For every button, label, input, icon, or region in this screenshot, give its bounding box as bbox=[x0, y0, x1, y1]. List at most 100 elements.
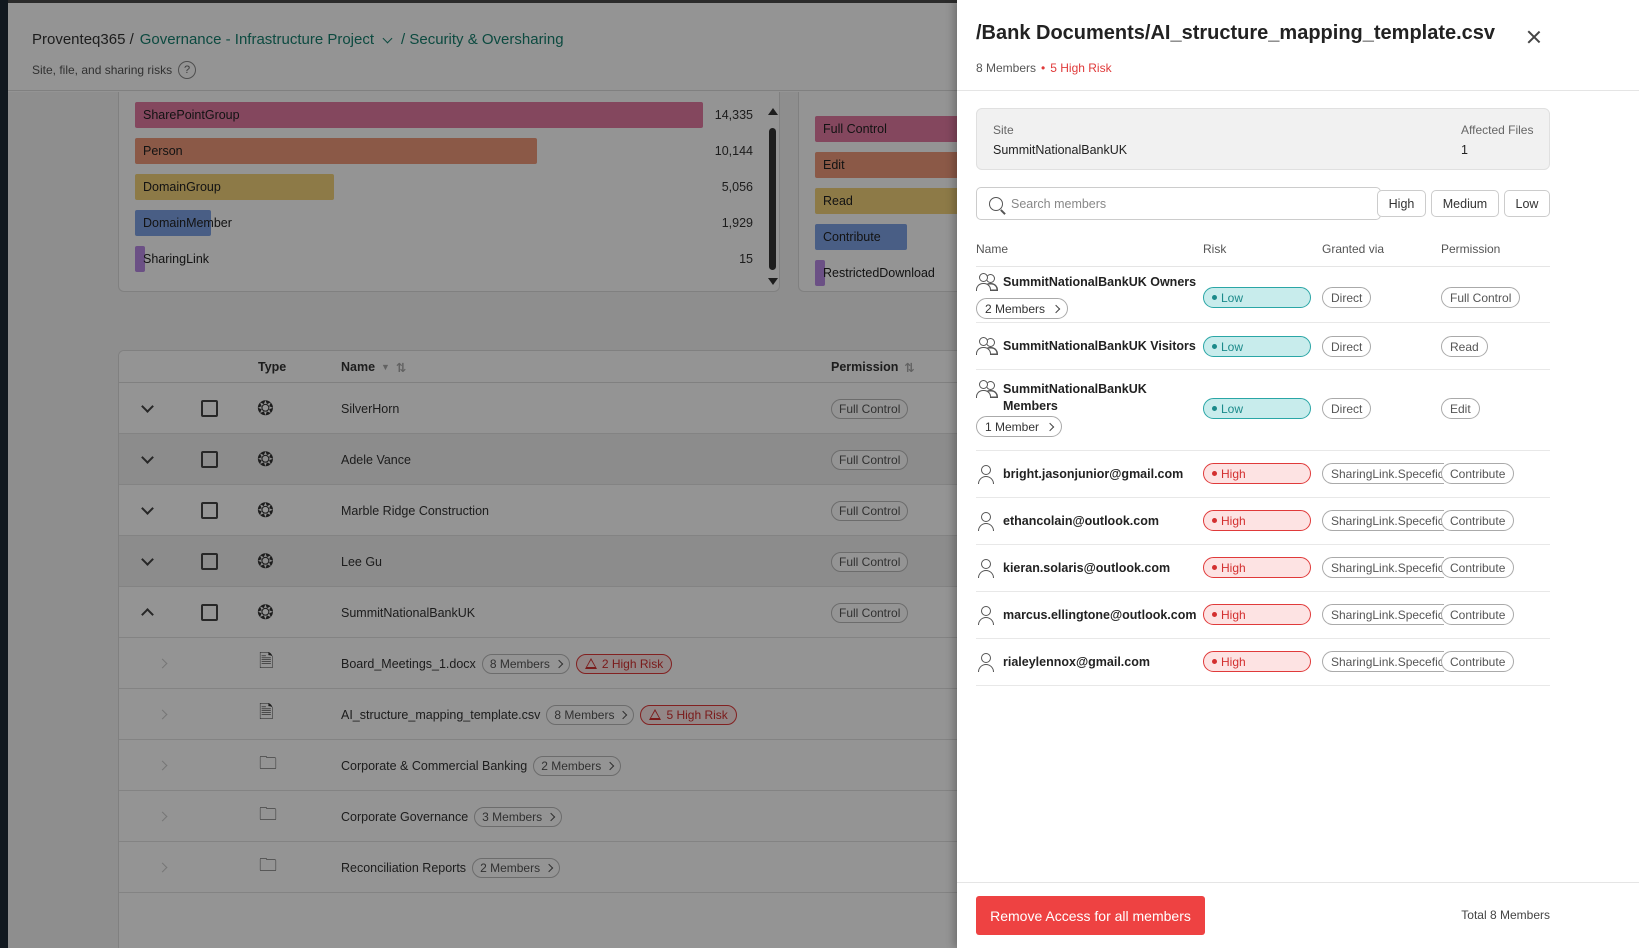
search-box[interactable] bbox=[976, 187, 1381, 220]
chart-bar-row: RestrictedDownload bbox=[815, 260, 935, 286]
chart-bar-label: Read bbox=[823, 194, 853, 208]
warning-icon bbox=[649, 709, 662, 720]
table-row[interactable]: 🗎 AI_structure_mapping_template.csv 8 Memb… bbox=[119, 689, 1017, 740]
table-row[interactable]: ❂ Adele Vance Full Control bbox=[119, 434, 1017, 485]
table-row[interactable]: ❂ Lee Gu Full Control bbox=[119, 536, 1017, 587]
breadcrumb-root[interactable]: Proventeq365 / bbox=[32, 31, 134, 48]
table-row[interactable]: 🗎 Board_Meetings_1.docx 8 Members 2 High Ri… bbox=[119, 638, 1017, 689]
chevron-right-icon bbox=[1045, 422, 1055, 431]
type-cell: 🗀 bbox=[259, 791, 277, 842]
permission-badge: Edit bbox=[1441, 398, 1480, 419]
sharepoint-icon: ❂ bbox=[257, 500, 274, 522]
permission-badge: Full Control bbox=[831, 551, 909, 572]
search-input[interactable] bbox=[1011, 196, 1351, 211]
table-row[interactable]: ❂ SummitNationalBankUK Full Control bbox=[119, 587, 1017, 638]
members-pill[interactable]: 8 Members bbox=[481, 653, 570, 674]
file-icon: 🗎 bbox=[259, 701, 274, 722]
member-row[interactable]: kieran.solaris@outlook.com High SharingLin… bbox=[976, 545, 1550, 592]
scroll-down-icon[interactable] bbox=[768, 278, 778, 285]
col-permission-label: Permission bbox=[831, 360, 899, 374]
risk-badge: High bbox=[1203, 651, 1311, 672]
filter-medium-button[interactable]: Medium bbox=[1431, 190, 1499, 217]
row-checkbox[interactable] bbox=[201, 502, 218, 519]
risk-pill[interactable]: 2 High Risk bbox=[575, 653, 673, 674]
table-row[interactable]: 🗀 Corporate & Commercial Banking 2 Members bbox=[119, 740, 1017, 791]
breadcrumb-project[interactable]: Governance - Infrastructure Project bbox=[139, 31, 375, 48]
search-icon bbox=[989, 196, 1003, 211]
permission-badge: Full Control bbox=[831, 602, 909, 623]
chart-bar[interactable]: Person bbox=[135, 138, 537, 164]
row-checkbox[interactable] bbox=[201, 400, 218, 417]
site-info-box: Site SummitNationalBankUK Affected Files… bbox=[976, 108, 1550, 170]
permission-badge: Contribute bbox=[1441, 510, 1515, 531]
checkbox-cell[interactable] bbox=[201, 434, 218, 485]
col-permission-header[interactable]: Permission bbox=[1441, 242, 1501, 256]
name-cell: Reconciliation Reports 2 Members bbox=[341, 842, 561, 893]
risk-badge: Low bbox=[1203, 398, 1311, 419]
checkbox-cell[interactable] bbox=[201, 587, 218, 638]
close-icon[interactable] bbox=[1522, 26, 1546, 50]
member-row[interactable]: rialeylennox@gmail.com High SharingLink.Sp… bbox=[976, 639, 1550, 686]
member-row[interactable]: SummitNationalBankUK Visitors Low Direct Re… bbox=[976, 323, 1550, 370]
member-row[interactable]: ethancolain@outlook.com High SharingLink.S… bbox=[976, 498, 1550, 545]
col-name-header[interactable]: Name ▼ ⇅ bbox=[341, 351, 406, 383]
subtitle-text: Site, file, and sharing risks bbox=[32, 63, 173, 77]
risk-badge: High bbox=[1203, 557, 1311, 578]
members-pill[interactable]: 2 Members bbox=[472, 857, 561, 878]
members-pill[interactable]: 2 Members bbox=[533, 755, 622, 776]
row-checkbox[interactable] bbox=[201, 553, 218, 570]
permission-cell: Full Control bbox=[831, 434, 909, 485]
members-pill[interactable]: 3 Members bbox=[474, 806, 563, 827]
page-subtitle: Site, file, and sharing risks ? bbox=[32, 61, 197, 79]
chart-bar[interactable]: Contribute bbox=[815, 224, 907, 250]
high-risk-count: 5 High Risk bbox=[1050, 61, 1112, 75]
checkbox-cell[interactable] bbox=[201, 536, 218, 587]
chart-bar[interactable]: SharingLink bbox=[135, 246, 209, 272]
filter-icon[interactable]: ▼ bbox=[381, 362, 390, 372]
sort-icon[interactable]: ⇅ bbox=[395, 360, 407, 375]
col-permission-header[interactable]: Permission ⇅ bbox=[831, 351, 915, 383]
chart-bar[interactable]: DomainMember bbox=[135, 210, 232, 236]
table-row[interactable]: 🗀 Reconciliation Reports 2 Members bbox=[119, 842, 1017, 893]
type-cell: 🗎 bbox=[259, 689, 273, 740]
scroll-up-icon[interactable] bbox=[768, 108, 778, 115]
member-count-pill[interactable]: 2 Members bbox=[976, 298, 1069, 319]
user-icon bbox=[976, 465, 996, 484]
header-divider bbox=[976, 266, 1550, 267]
sort-icon[interactable]: ⇅ bbox=[904, 360, 915, 375]
row-checkbox[interactable] bbox=[201, 604, 218, 621]
chart-bar[interactable]: RestrictedDownload bbox=[815, 260, 935, 286]
filter-high-button[interactable]: High bbox=[1377, 190, 1426, 217]
member-row[interactable]: SummitNationalBankUK Members 1 Member Low D… bbox=[976, 370, 1550, 451]
member-count-pill[interactable]: 1 Member bbox=[976, 416, 1063, 437]
col-risk-header[interactable]: Risk bbox=[1203, 242, 1227, 256]
members-pill[interactable]: 8 Members bbox=[546, 704, 635, 725]
chart-bar[interactable]: SharePointGroup bbox=[135, 102, 703, 128]
checkbox-cell[interactable] bbox=[201, 485, 218, 536]
scrollbar[interactable] bbox=[769, 128, 776, 270]
modal-overlay[interactable] bbox=[0, 0, 1000, 948]
help-icon[interactable]: ? bbox=[178, 61, 197, 79]
name-cell: Board_Meetings_1.docx 8 Members 2 High Ris… bbox=[341, 638, 673, 689]
col-via-header[interactable]: Granted via bbox=[1322, 242, 1385, 256]
breadcrumb-section[interactable]: / Security & Oversharing bbox=[401, 31, 564, 48]
table-row[interactable]: 🗀 Corporate Governance 3 Members bbox=[119, 791, 1017, 842]
chart-bar[interactable]: DomainGroup bbox=[135, 174, 334, 200]
risk-badge: High bbox=[1203, 463, 1311, 484]
col-type-header[interactable]: Type bbox=[258, 360, 287, 374]
remove-access-button[interactable]: Remove Access for all members bbox=[976, 896, 1205, 935]
chart-bar-value: 5,056 bbox=[721, 180, 753, 194]
permission-badge: Full Control bbox=[831, 398, 909, 419]
filter-low-button[interactable]: Low bbox=[1504, 190, 1550, 217]
table-row[interactable]: ❂ SilverHorn Full Control bbox=[119, 383, 1017, 434]
member-row[interactable]: SummitNationalBankUK Owners 2 Members Low D… bbox=[976, 266, 1550, 323]
chart-bar-label: Contribute bbox=[823, 230, 881, 244]
row-checkbox[interactable] bbox=[201, 451, 218, 468]
chart-bar-value: 14,335 bbox=[714, 108, 753, 122]
col-name-header[interactable]: Name bbox=[976, 242, 1009, 256]
member-row[interactable]: marcus.ellingtone@outlook.com High Sharing… bbox=[976, 592, 1550, 639]
member-row[interactable]: bright.jasonjunior@gmail.com High SharingL… bbox=[976, 451, 1550, 498]
risk-pill[interactable]: 5 High Risk bbox=[640, 704, 737, 725]
table-row[interactable]: ❂ Marble Ridge Construction Full Control bbox=[119, 485, 1017, 536]
checkbox-cell[interactable] bbox=[201, 383, 218, 434]
